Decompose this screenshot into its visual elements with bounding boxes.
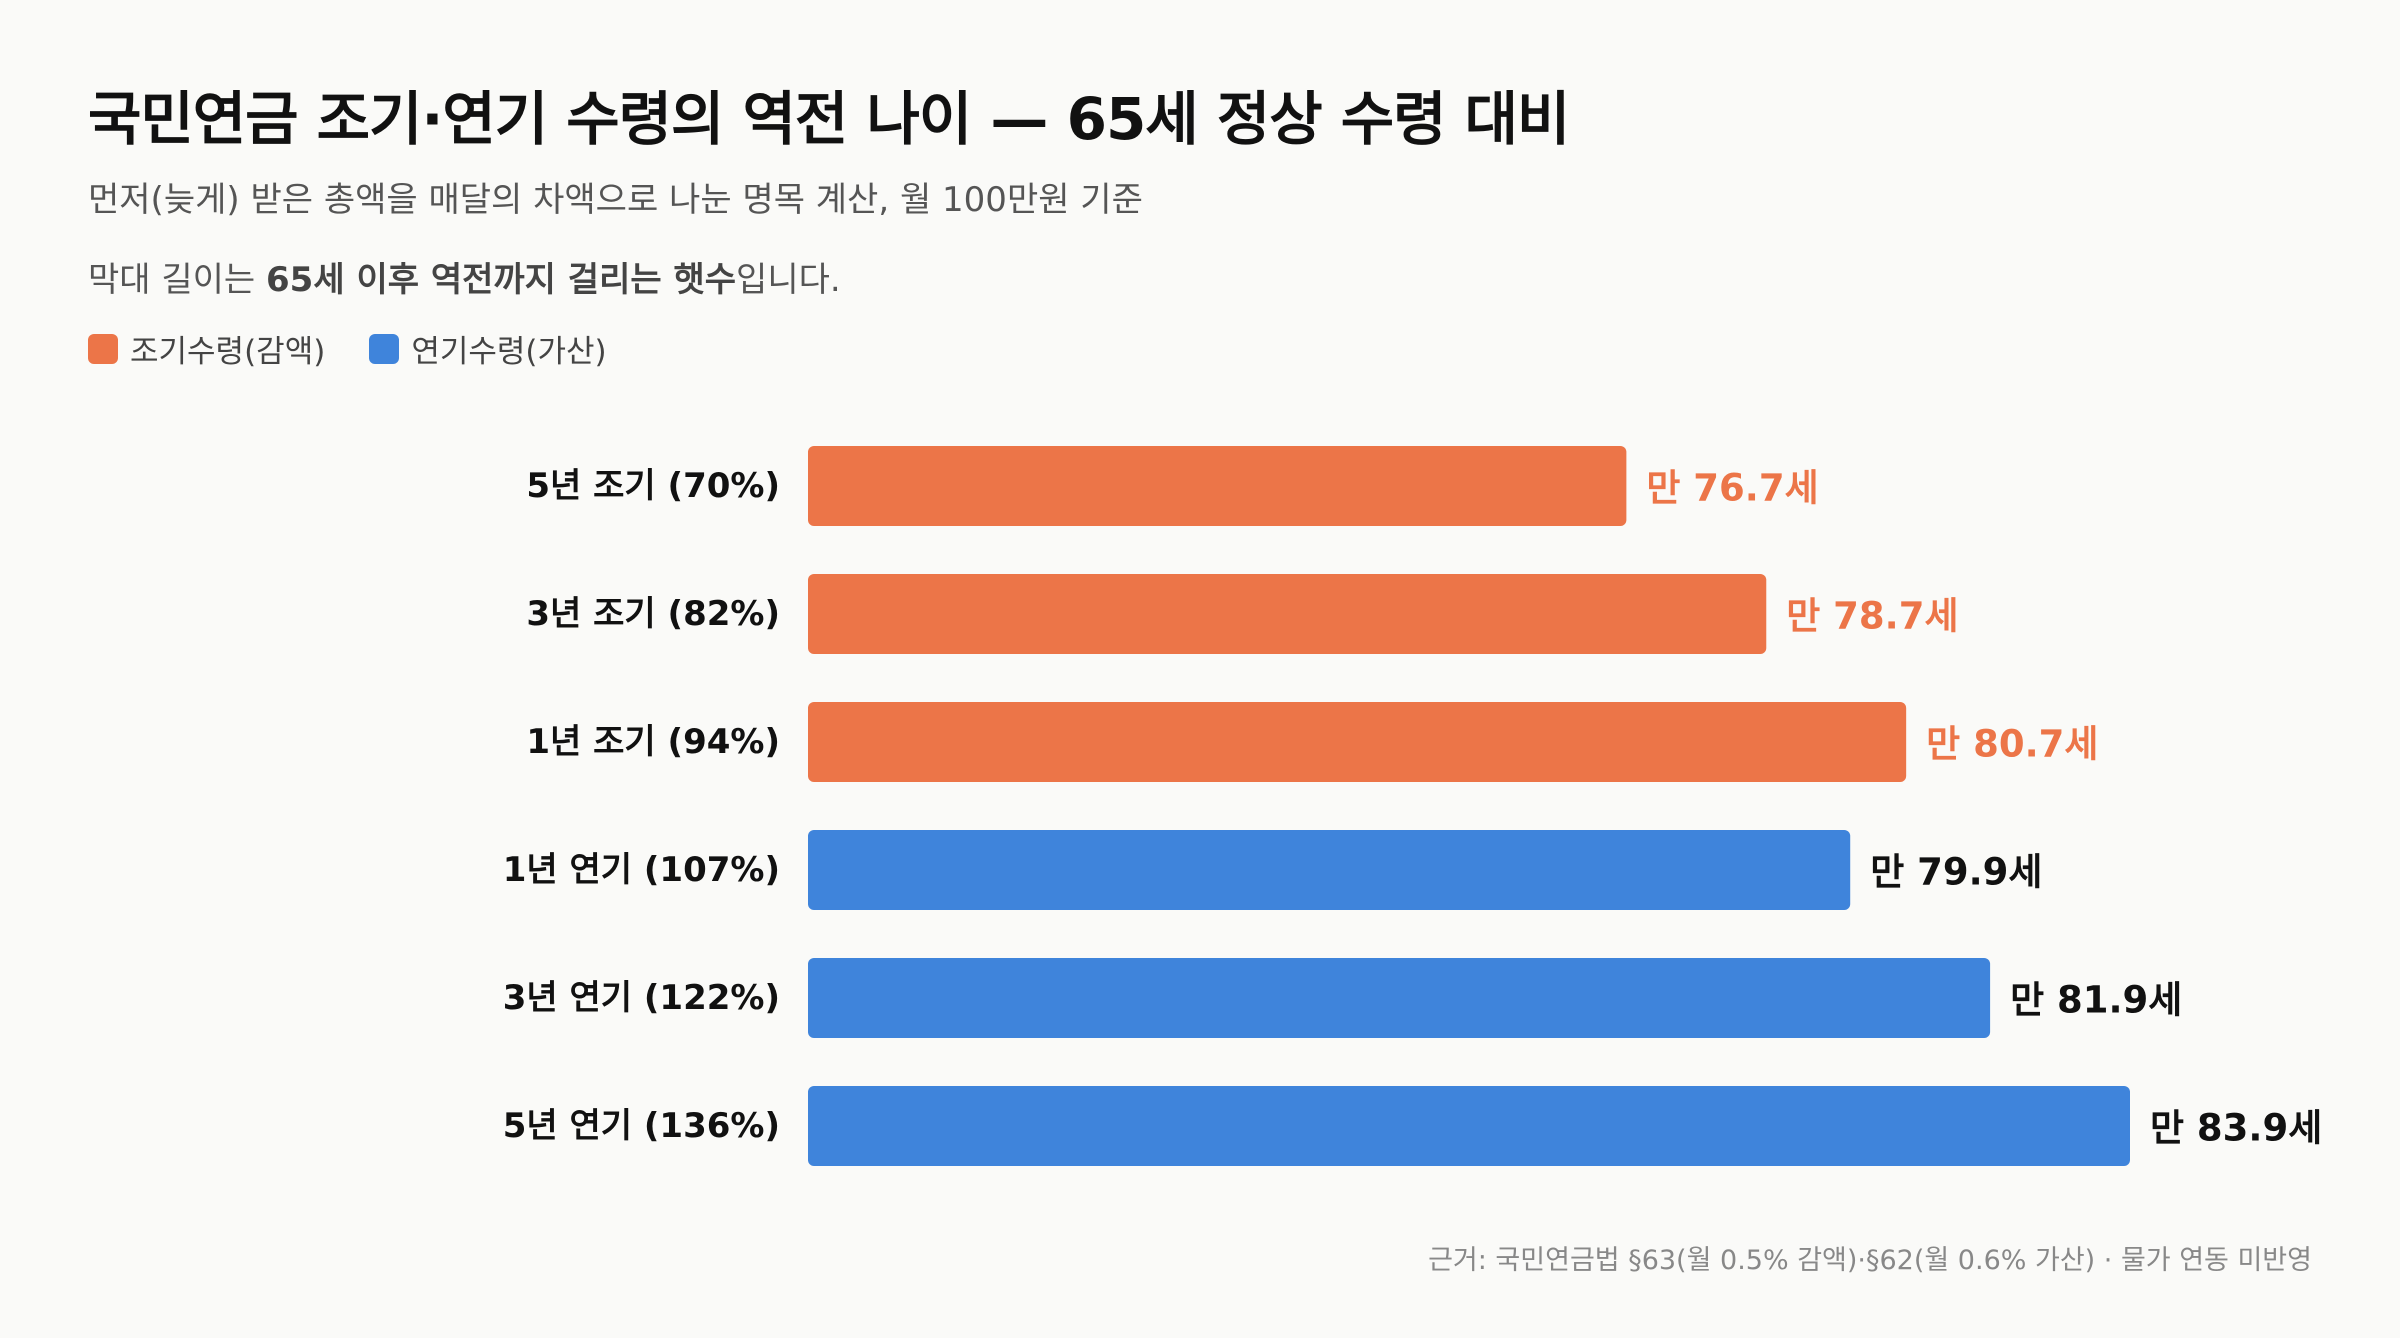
legend-swatch-delayed: [369, 333, 400, 364]
note-suffix: 입니다.: [736, 260, 841, 300]
chart-note: 막대 길이는 65세 이후 역전까지 걸리는 햇수입니다.: [88, 252, 841, 301]
category-label-3: 1년 연기 (107%): [503, 850, 780, 890]
chart-title: 국민연금 조기·연기 수령의 역전 나이 — 65세 정상 수령 대비: [88, 85, 1570, 153]
bar-2: [808, 702, 1907, 782]
chart-subtitle: 먼저(늦게) 받은 총액을 매달의 차액으로 나눈 명목 계산, 월 100만원…: [88, 180, 1143, 220]
value-label-2: 만 80.7세: [1926, 723, 2098, 766]
bar-1: [808, 574, 1767, 654]
legend: 조기수령(감액) 연기수령(가산): [88, 326, 607, 371]
category-label-1: 3년 조기 (82%): [526, 594, 780, 634]
value-label-3: 만 79.9세: [1870, 851, 2042, 894]
bar-0: [808, 446, 1627, 526]
value-label-5: 만 83.9세: [2150, 1107, 2322, 1150]
value-label-0: 만 76.7세: [1646, 467, 1818, 510]
note-prefix: 막대 길이는: [88, 260, 267, 300]
category-label-0: 5년 조기 (70%): [526, 466, 780, 506]
bar-4: [808, 958, 1991, 1038]
legend-item-delayed: 연기수령(가산): [369, 326, 607, 371]
category-label-2: 1년 조기 (94%): [526, 722, 780, 762]
category-label-5: 5년 연기 (136%): [503, 1106, 780, 1146]
note-bold: 65세 이후 역전까지 걸리는 햇수: [266, 260, 737, 300]
source-note: 근거: 국민연금법 §63(월 0.5% 감액)·§62(월 0.6% 가산) …: [1428, 1245, 2312, 1276]
category-label-4: 3년 연기 (122%): [503, 978, 780, 1018]
value-label-1: 만 78.7세: [1786, 595, 1958, 638]
legend-swatch-early: [88, 333, 118, 364]
value-label-4: 만 81.9세: [2010, 979, 2182, 1022]
bar-5: [808, 1086, 2130, 1166]
legend-label-early: 조기수령(감액): [130, 334, 326, 370]
bar-3: [808, 830, 1851, 910]
legend-item-early: 조기수령(감액): [88, 326, 325, 371]
legend-label-delayed: 연기수령(가산): [411, 334, 607, 370]
